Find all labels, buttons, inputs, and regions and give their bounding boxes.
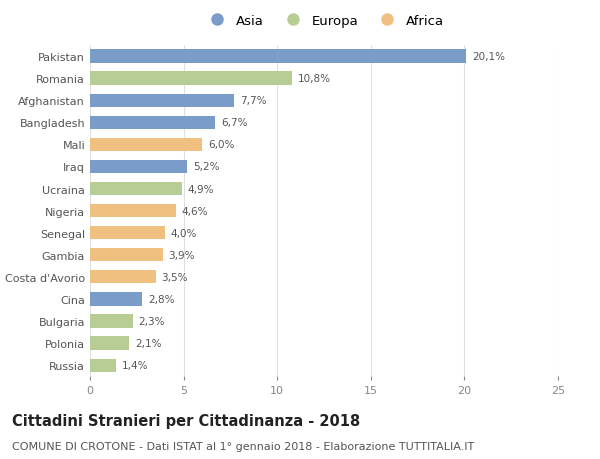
Bar (90, 117, 215, 129)
Text: 4,9%: 4,9% (187, 184, 214, 194)
Text: 5,2%: 5,2% (193, 162, 220, 172)
Bar (90, 271, 155, 284)
Bar (90, 205, 176, 218)
Text: COMUNE DI CROTONE - Dati ISTAT al 1° gennaio 2018 - Elaborazione TUTTITALIA.IT: COMUNE DI CROTONE - Dati ISTAT al 1° gen… (12, 441, 474, 451)
Text: 4,0%: 4,0% (170, 228, 197, 238)
Bar (90, 95, 234, 107)
Text: 10,8%: 10,8% (298, 74, 331, 84)
Text: 2,1%: 2,1% (135, 338, 161, 348)
Text: 2,3%: 2,3% (139, 316, 165, 326)
Bar (90, 139, 202, 151)
Bar (90, 315, 133, 328)
Text: 7,7%: 7,7% (240, 96, 266, 106)
Text: 6,0%: 6,0% (208, 140, 235, 150)
Bar (90, 73, 292, 85)
Bar (90, 161, 187, 174)
Text: 6,7%: 6,7% (221, 118, 248, 128)
Bar (90, 337, 130, 350)
Text: 3,5%: 3,5% (161, 272, 188, 282)
Bar (90, 293, 142, 306)
Text: 1,4%: 1,4% (122, 360, 148, 370)
Text: 3,9%: 3,9% (169, 250, 195, 260)
Bar (90, 359, 116, 372)
Text: Cittadini Stranieri per Cittadinanza - 2018: Cittadini Stranieri per Cittadinanza - 2… (12, 413, 360, 428)
Text: 2,8%: 2,8% (148, 294, 175, 304)
Bar (90, 249, 163, 262)
Text: 20,1%: 20,1% (472, 52, 505, 62)
Bar (90, 183, 182, 196)
Legend: Asia, Europa, Africa: Asia, Europa, Africa (199, 10, 449, 33)
Bar (90, 50, 466, 63)
Bar (90, 227, 165, 240)
Text: 4,6%: 4,6% (182, 206, 208, 216)
